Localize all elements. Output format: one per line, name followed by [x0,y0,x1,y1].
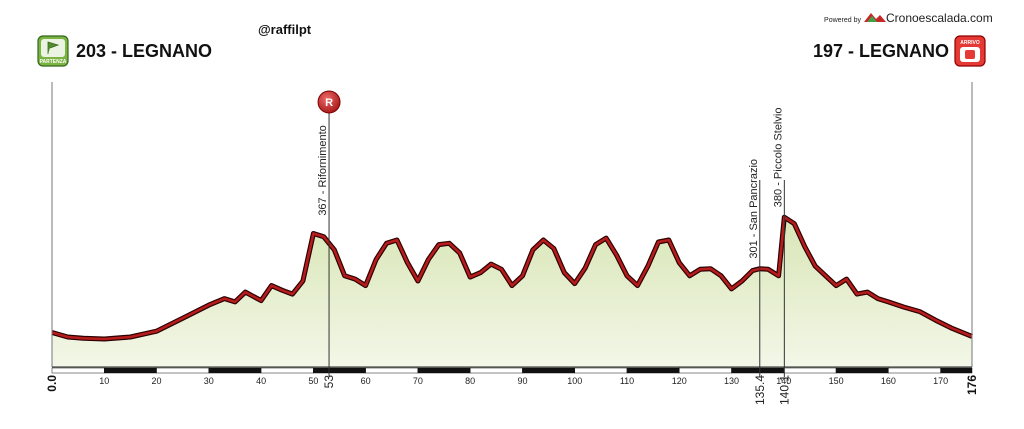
x-tick-label: 150 [829,376,844,386]
waypoint-km-label: 135.4 [753,375,767,405]
start-badge-icon: PARTENZA [37,35,69,67]
km-bar-segment [51,367,105,374]
x-tick-label: 80 [465,376,475,386]
brand-logo-icon [864,13,886,22]
x-tick-label: 30 [204,376,214,386]
waypoint-km-label: 140.1 [777,375,791,405]
x-tick-label: 20 [152,376,162,386]
km-bar-segment [835,367,889,374]
km-bar-segment [469,367,523,374]
x-tick-label: 10 [99,376,109,386]
credit-handle: @raffilpt [258,22,312,37]
refuel-marker-icon: R [317,90,341,114]
refuel-marker-circle [317,90,341,114]
km-bar-segment [417,367,471,374]
km-bar-segment [208,367,262,374]
waypoint-km-label: 53 [322,375,336,389]
start-badge-text: PARTENZA [40,59,67,65]
x-tick-label: 70 [413,376,423,386]
km-bar-segment [260,367,314,374]
x-tick-label: 60 [361,376,371,386]
km-bar-segment [313,367,366,374]
x-tick-label: 100 [567,376,582,386]
km-bar-segment [888,367,941,374]
elevation-line [51,215,973,341]
km-start-label: 0.0 [45,375,59,392]
start-title: 203 - LEGNANO [76,41,212,61]
km-bar-segment [940,367,973,374]
km-end-label: 176 [965,375,979,395]
x-tick-label: 110 [620,376,634,386]
elevation-area [52,217,972,367]
refuel-marker-letter: R [325,97,333,109]
x-tick-label: 50 [308,376,318,386]
x-tick-label: 40 [256,376,266,386]
x-tick-label: 160 [881,376,896,386]
x-tick-label: 90 [517,376,527,386]
finish-badge-text: ARRIVO [960,40,980,46]
km-bar-segment [156,367,210,374]
finish-badge-icon: ARRIVO [954,35,986,67]
waypoint-label: 380 - Piccolo Stelvio [772,108,784,208]
km-bar-segment [522,367,575,374]
x-tick-label: 140 [776,376,791,386]
x-tick-label: 170 [933,376,948,386]
brand-name: Cronoescalada.com [886,11,993,25]
km-bar-segment [365,367,419,374]
km-bar-segment [626,367,680,374]
km-bar-segment [731,367,785,374]
waypoint-label: 367 - Rifornimento [317,125,329,216]
finish-title: 197 - LEGNANO [813,41,949,61]
x-tick-label: 120 [672,376,687,386]
km-bar-segment [104,367,157,374]
waypoint-label: 301 - San Pancrazio [748,159,760,259]
km-bar-segment [574,367,628,374]
powered-by-text: Powered by [824,17,861,24]
km-bar-segment [783,367,837,374]
km-bar-segment [679,367,732,374]
x-tick-label: 130 [724,376,739,386]
